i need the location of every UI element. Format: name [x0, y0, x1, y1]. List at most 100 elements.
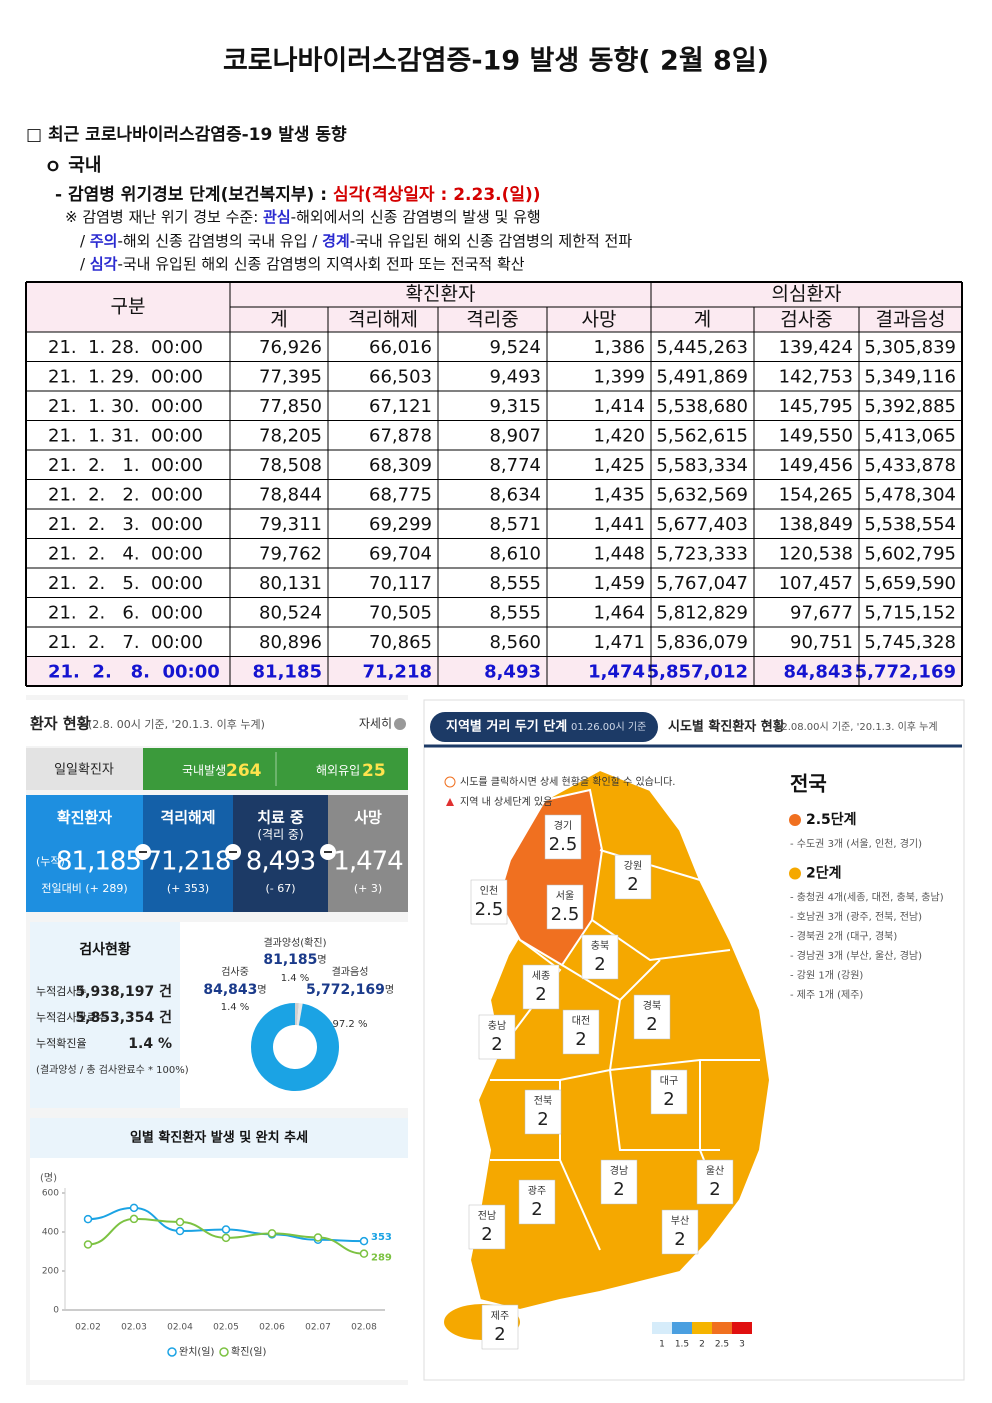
summary-item: - 호남권 3개 (광주, 전북, 전남) [790, 911, 922, 923]
table-cell: 5,632,569 [656, 484, 748, 505]
y-tick-label: 200 [42, 1267, 59, 1277]
table-cell: 70,865 [369, 632, 432, 653]
card-value: 1,474 [333, 847, 403, 877]
table-cell: 78,844 [259, 484, 322, 505]
table-cell: 8,634 [489, 484, 541, 505]
legend-value: 2 [699, 1340, 705, 1350]
table-cell: 84,843 [784, 661, 853, 682]
table-column: 계 [270, 309, 287, 331]
table-column: 사망 [582, 309, 617, 331]
table-cell: 8,493 [484, 661, 541, 682]
table-cell: 5,583,334 [656, 455, 748, 476]
legend-value: 3 [739, 1340, 745, 1350]
card-change: 전일대비 (+ 289) [41, 881, 127, 895]
table-cell: 90,751 [790, 632, 853, 653]
region-box [600, 1159, 638, 1205]
alert-level: 심각 [90, 255, 118, 273]
card-label: 사망 [354, 809, 382, 827]
daily-domestic-label: 국내발생 [182, 764, 226, 778]
region-name: 대구 [660, 1075, 678, 1087]
table-cell: 8,571 [489, 514, 541, 535]
series-point [221, 1225, 231, 1234]
region-box [562, 1009, 600, 1055]
level-dot [789, 867, 801, 880]
table-cell: 120,538 [779, 543, 853, 564]
region-level: 2 [613, 1179, 624, 1200]
region-name: 인천 [480, 885, 498, 897]
table-cell: 79,311 [259, 514, 322, 535]
alert-note-text: -국내 유입된 해외 신종 감염병의 제한적 전파 [350, 232, 633, 250]
table-cell: 1,425 [593, 455, 645, 476]
table-cell: 77,395 [259, 366, 322, 387]
table-last-row-bg [26, 656, 962, 686]
table-column: 계 [694, 309, 711, 331]
summary-item: - 충청권 4개(세종, 대전, 충북, 충남) [790, 892, 944, 904]
table-cell: 5,433,878 [864, 455, 956, 476]
table-cell: 5,659,590 [864, 573, 956, 594]
card-change: (+ 353) [167, 882, 209, 895]
region-level: 2.5 [549, 834, 578, 855]
summary-level: 2.5단계 [806, 811, 857, 828]
table-date: 21. 1. 29. 00:00 [48, 366, 203, 387]
x-tick-label: 02.03 [121, 1323, 147, 1333]
table-cell: 5,767,047 [656, 573, 748, 594]
dash-more: 자세히 [359, 717, 392, 731]
region-level: 2 [646, 1014, 657, 1035]
table-cell: 149,456 [779, 455, 853, 476]
donut-label: 검사중 [221, 966, 249, 978]
region-name: 전북 [534, 1095, 552, 1107]
table-cell: 70,117 [369, 573, 432, 594]
table-cell: 8,774 [489, 455, 541, 476]
table-cell: 78,205 [259, 425, 322, 446]
table-date: 21. 2. 2. 00:00 [48, 484, 203, 505]
table-cell: 149,550 [779, 425, 853, 446]
doc-title: 코로나바이러스감염증-19 발생 동향( 2월 8일) [223, 46, 769, 77]
table-cell: 1,399 [593, 366, 645, 387]
donut-count-value: 81,185 [263, 952, 317, 968]
region-name: 대전 [572, 1015, 590, 1027]
table-cell: 9,493 [489, 366, 541, 387]
dash-title: 환자 현황 [30, 715, 91, 733]
table-cell: 68,309 [369, 455, 432, 476]
table-cell: 78,508 [259, 455, 322, 476]
region-name: 강원 [624, 860, 642, 872]
daily-label-bg [26, 748, 143, 790]
more-icon [394, 718, 406, 730]
table-cell: 154,265 [779, 484, 853, 505]
table-cell: 9,524 [489, 337, 541, 358]
table-cell: 1,441 [593, 514, 645, 535]
donut-count: 5,772,169명 [306, 982, 394, 998]
table-cell: 5,772,169 [855, 661, 956, 682]
tests-value: 5,853,354 건 [75, 1009, 172, 1026]
legend-label: 확진(일) [231, 1346, 267, 1358]
legend-value: 2.5 [715, 1340, 729, 1350]
legend-marker [167, 1347, 177, 1357]
region-level: 2 [491, 1034, 502, 1055]
card-sub: (격리 중) [257, 828, 303, 842]
x-tick-label: 02.07 [305, 1323, 331, 1333]
tests-label: 누적검사수 [36, 985, 87, 998]
tests-note: (결과양성 / 총 검사완료수 * 100%) [36, 1064, 189, 1076]
card-change: (+ 3) [354, 882, 382, 895]
table-cell: 80,524 [259, 602, 322, 623]
table-cell: 80,131 [259, 573, 322, 594]
alert-level: 경계 [322, 232, 350, 250]
donut-pct: 97.2 % [333, 1019, 368, 1030]
donut-label: 결과음성 [332, 966, 369, 978]
end-label: 353 [371, 1232, 392, 1243]
table-cell: 5,491,869 [656, 366, 748, 387]
alert-note-text: / [80, 232, 90, 250]
daily-domestic: 264 [226, 761, 262, 781]
summary-item: - 제주 1개 (제주) [790, 989, 863, 1001]
region-box [478, 1014, 516, 1060]
chart-title: 일별 확진환자 발생 및 완치 추세 [130, 1130, 308, 1146]
table-cell: 145,795 [779, 396, 853, 417]
table-column: 검사중 [780, 309, 832, 331]
region-box [546, 884, 584, 930]
card-label: 격리해제 [160, 809, 215, 827]
section-heading: □ 최근 코로나바이러스감염증-19 발생 동향 [26, 124, 347, 145]
region-name: 세종 [532, 970, 550, 982]
region-box [696, 1159, 734, 1205]
region-level: 2 [531, 1199, 542, 1220]
card-bg [328, 795, 408, 912]
